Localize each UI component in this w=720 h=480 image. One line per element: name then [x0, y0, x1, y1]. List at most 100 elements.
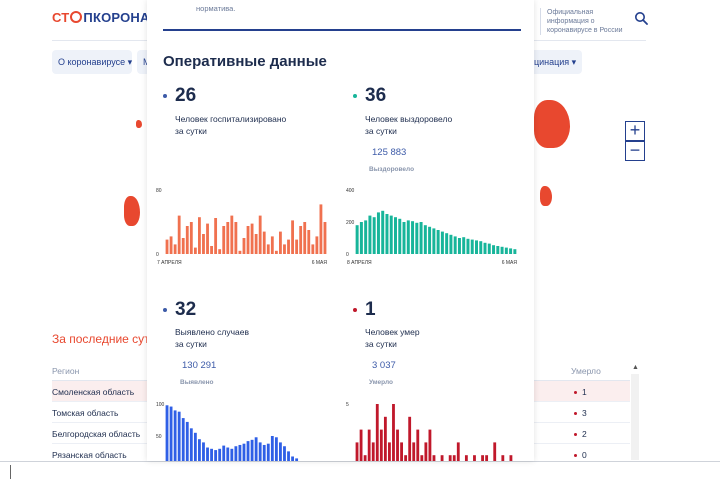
recovered-bar[interactable]	[462, 237, 466, 254]
recovered-bar[interactable]	[492, 245, 496, 254]
detected-bar[interactable]	[177, 411, 181, 461]
recovered-bar[interactable]	[364, 220, 368, 254]
died-bar[interactable]	[485, 455, 489, 461]
recovered-bar[interactable]	[432, 228, 436, 254]
detected-bar[interactable]	[254, 437, 258, 461]
died-bar[interactable]	[501, 455, 505, 461]
hospitalized-bar[interactable]	[193, 247, 197, 254]
recovered-bar[interactable]	[466, 238, 470, 254]
died-bar[interactable]	[379, 429, 383, 461]
recovered-bar[interactable]	[355, 225, 359, 254]
recovered-bar[interactable]	[389, 215, 393, 254]
recovered-bar[interactable]	[406, 220, 410, 254]
detected-bar[interactable]	[181, 418, 185, 461]
recovered-bar[interactable]	[449, 234, 453, 254]
detected-bar[interactable]	[173, 410, 177, 461]
detected-bar[interactable]	[283, 446, 286, 461]
map-zoom-out-button[interactable]: −	[625, 141, 645, 161]
recovered-bar[interactable]	[504, 247, 508, 254]
died-bar[interactable]	[400, 442, 403, 461]
died-bar[interactable]	[416, 429, 420, 461]
recovered-bar[interactable]	[509, 248, 513, 254]
died-bar[interactable]	[392, 404, 395, 461]
hospitalized-bar[interactable]	[307, 230, 311, 254]
detected-bar[interactable]	[165, 405, 169, 461]
hospitalized-bar[interactable]	[311, 244, 315, 254]
detected-bar[interactable]	[270, 436, 274, 461]
detected-bar[interactable]	[210, 448, 213, 461]
map-region[interactable]	[540, 186, 552, 206]
hospitalized-bar[interactable]	[287, 239, 290, 254]
detected-bar[interactable]	[266, 443, 270, 461]
hospitalized-bar[interactable]	[185, 226, 189, 254]
died-bar[interactable]	[428, 429, 432, 461]
recovered-bar[interactable]	[359, 222, 363, 254]
detected-bar[interactable]	[258, 442, 262, 461]
recovered-bar[interactable]	[402, 222, 406, 254]
map-region[interactable]	[136, 120, 142, 128]
hospitalized-bar[interactable]	[198, 217, 201, 254]
recovered-bar[interactable]	[470, 239, 474, 254]
detected-bar[interactable]	[262, 444, 266, 461]
hospitalized-bar[interactable]	[295, 239, 299, 254]
died-bar[interactable]	[420, 455, 424, 461]
recovered-bar[interactable]	[368, 215, 372, 254]
hospitalized-bar[interactable]	[165, 239, 169, 254]
detected-bar[interactable]	[169, 406, 173, 461]
died-bar[interactable]	[481, 455, 484, 461]
detected-bar[interactable]	[198, 439, 201, 461]
detected-bar[interactable]	[238, 444, 242, 461]
table-row[interactable]: Рязанская область 0	[52, 444, 630, 465]
detected-bar[interactable]	[274, 437, 278, 461]
died-bar[interactable]	[464, 455, 468, 461]
hospitalized-bar[interactable]	[279, 231, 282, 254]
detected-bar[interactable]	[242, 443, 246, 461]
hospitalized-bar[interactable]	[181, 238, 185, 254]
hospitalized-bar[interactable]	[206, 223, 209, 254]
detected-bar[interactable]	[206, 447, 209, 461]
detected-bar[interactable]	[185, 421, 189, 461]
hospitalized-bar[interactable]	[262, 231, 266, 254]
search-icon[interactable]	[634, 11, 648, 25]
died-bar[interactable]	[509, 455, 513, 461]
hospitalized-bar[interactable]	[303, 222, 307, 254]
map-zoom-in-button[interactable]: +	[625, 121, 645, 141]
died-bar[interactable]	[493, 442, 497, 461]
hospitalized-bar[interactable]	[230, 215, 234, 254]
died-bar[interactable]	[367, 429, 371, 461]
hospitalized-bar[interactable]	[189, 222, 193, 254]
hospitalized-bar[interactable]	[226, 222, 230, 254]
hospitalized-bar[interactable]	[315, 236, 319, 254]
died-bar[interactable]	[375, 404, 379, 461]
detected-bar[interactable]	[279, 442, 282, 461]
detected-bar[interactable]	[189, 428, 193, 461]
hospitalized-bar[interactable]	[242, 238, 246, 254]
hospitalized-bar[interactable]	[291, 220, 294, 254]
detected-bar[interactable]	[291, 456, 294, 461]
hospitalized-bar[interactable]	[254, 234, 258, 254]
hospitalized-bar[interactable]	[250, 223, 254, 254]
hospitalized-bar[interactable]	[218, 249, 222, 254]
detected-bar[interactable]	[234, 446, 238, 461]
hospitalized-bar[interactable]	[177, 215, 181, 254]
detected-bar[interactable]	[287, 451, 290, 461]
map-region[interactable]	[124, 196, 140, 226]
detected-bar[interactable]	[214, 450, 218, 461]
died-bar[interactable]	[412, 442, 416, 461]
recovered-bar[interactable]	[398, 218, 402, 254]
hospitalized-bar[interactable]	[246, 226, 250, 254]
recovered-bar[interactable]	[436, 230, 440, 254]
recovered-bar[interactable]	[487, 243, 491, 254]
hospitalized-bar[interactable]	[274, 250, 278, 254]
recovered-bar[interactable]	[385, 214, 389, 254]
recovered-bar[interactable]	[453, 236, 457, 254]
hospitalized-bar[interactable]	[270, 236, 274, 254]
recovered-bar[interactable]	[381, 210, 385, 254]
recovered-bar[interactable]	[496, 246, 500, 254]
detected-bar[interactable]	[226, 447, 230, 461]
died-bar[interactable]	[448, 455, 452, 461]
hospitalized-bar[interactable]	[283, 244, 286, 254]
recovered-bar[interactable]	[428, 226, 432, 254]
recovered-bar[interactable]	[479, 241, 483, 254]
recovered-bar[interactable]	[419, 222, 423, 254]
